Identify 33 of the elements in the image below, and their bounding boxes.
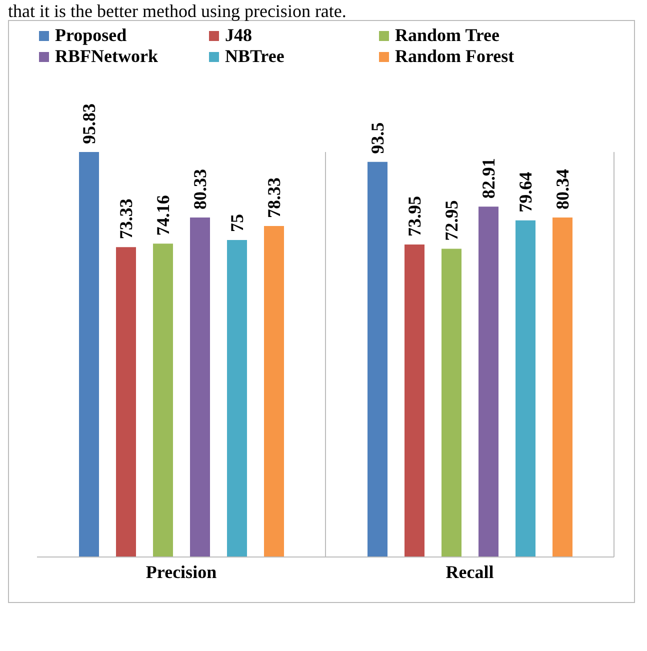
legend-label: J48 bbox=[224, 25, 253, 46]
data-label: 72.95 bbox=[442, 200, 462, 241]
legend-label: Random Forest bbox=[394, 46, 516, 67]
bar bbox=[552, 217, 572, 557]
legend-label: NBTree bbox=[224, 46, 286, 67]
bar bbox=[404, 244, 424, 557]
bar bbox=[190, 218, 210, 557]
data-label: 82.91 bbox=[478, 158, 498, 199]
data-label: 95.83 bbox=[79, 104, 99, 144]
data-label: 73.33 bbox=[116, 198, 136, 240]
legend-label: Random Tree bbox=[394, 25, 501, 46]
bar bbox=[442, 248, 462, 557]
legend-label: Proposed bbox=[54, 25, 128, 46]
x-tick-label: Precision bbox=[146, 562, 217, 582]
bar bbox=[116, 247, 136, 557]
bar bbox=[79, 152, 99, 557]
data-label: 74.16 bbox=[153, 195, 173, 236]
bar bbox=[153, 244, 173, 557]
data-label: 93.5 bbox=[368, 122, 388, 154]
data-label: 75 bbox=[227, 214, 247, 232]
bar bbox=[516, 220, 536, 557]
data-label: 80.34 bbox=[552, 168, 572, 210]
text: that it is the better method using precision rate. bbox=[8, 1, 348, 21]
data-label: 78.33 bbox=[264, 177, 284, 218]
legend-label: RBFNetwork bbox=[54, 46, 159, 67]
bar bbox=[368, 162, 388, 557]
data-label: 73.95 bbox=[404, 196, 424, 236]
bar bbox=[227, 240, 247, 557]
data-label: 80.33 bbox=[190, 169, 210, 210]
data-label: 79.64 bbox=[516, 172, 536, 212]
bar bbox=[478, 206, 498, 557]
bar bbox=[264, 226, 284, 557]
x-tick-label: Recall bbox=[446, 562, 494, 582]
